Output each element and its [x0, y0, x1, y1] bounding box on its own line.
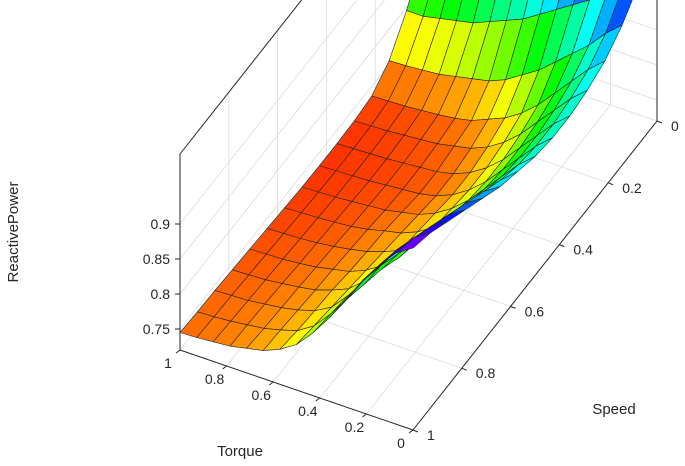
axis-frame-edge [179, 0, 303, 155]
y-axis-label: Speed [592, 401, 635, 418]
x-tick-mark [408, 429, 414, 434]
x-tick-label: 0.6 [251, 387, 271, 403]
x-tick-mark [222, 365, 227, 370]
x-tick-mark [315, 397, 321, 402]
surface-layer [179, 0, 633, 351]
z-tick-label: 0.85 [143, 251, 170, 267]
z-axis-label: ReactivePower [5, 182, 22, 283]
y-tick-mark [608, 182, 614, 186]
x-tick-mark [268, 381, 274, 386]
z-gridline [179, 0, 358, 225]
y-tick-mark [559, 244, 565, 248]
x-tick-mark [175, 349, 181, 354]
y-tick-mark [412, 429, 419, 433]
y-tick-mark [656, 120, 663, 124]
y-tick-label: 0.4 [573, 242, 593, 258]
axis-layer: 0 0.2 0.4 0.6 0.8 1 0 0.2 0.4 0.6 0.8 1 0.75 0.8 0.85 0… [143, 118, 679, 451]
x-tick-mark [362, 413, 367, 418]
x-tick-label: 1 [164, 355, 172, 371]
x-tick-label: 0 [397, 435, 405, 451]
z-tick-label: 0.8 [151, 286, 171, 302]
z-tick-label: 0.9 [151, 216, 171, 232]
x-tick-label: 0.2 [345, 419, 365, 435]
y-tick-label: 0.6 [525, 303, 545, 319]
y-tick-label: 1 [427, 427, 435, 443]
y-tick-label: 0.2 [622, 180, 642, 196]
y-tick-label: 0 [671, 118, 679, 134]
x-tick-label: 0.4 [298, 403, 318, 419]
x-axis-label: Torque [217, 443, 263, 460]
y-tick-label: 0.8 [476, 365, 496, 381]
y-tick-mark [461, 367, 467, 371]
z-tick-label: 0.75 [143, 321, 170, 337]
x-tick-label: 0.8 [205, 371, 225, 387]
surface-patch [396, 232, 431, 254]
y-tick-mark [510, 305, 516, 309]
axis-line [179, 349, 414, 431]
axis-line [412, 120, 658, 431]
